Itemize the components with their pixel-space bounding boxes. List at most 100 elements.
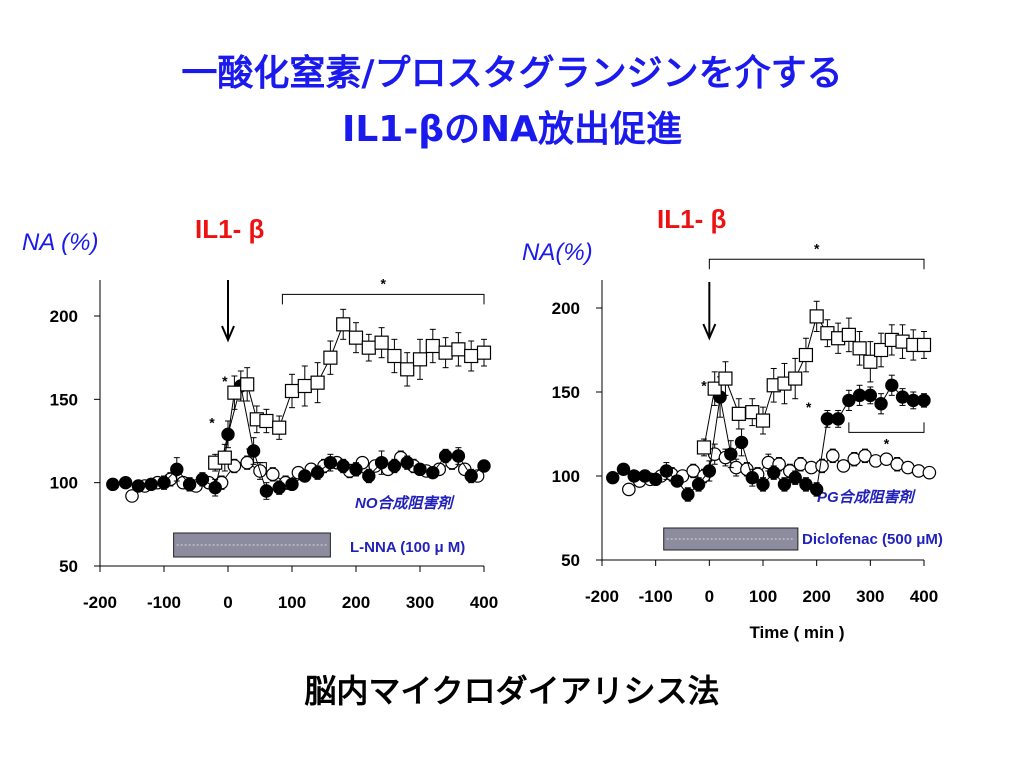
data-point-open-square: [361, 340, 376, 355]
data-point-filled-circle: [724, 447, 738, 461]
data-point-open-square: [240, 377, 255, 392]
data-point-open-square: [451, 342, 466, 357]
data-point-open-square: [873, 342, 889, 358]
x-tick-label: -100: [147, 593, 181, 612]
data-point-filled-circle: [788, 470, 802, 485]
data-point-filled-circle: [118, 475, 133, 490]
x-tick-label: -200: [83, 593, 117, 612]
data-point-open-square: [718, 371, 733, 386]
data-point-open-circle: [125, 489, 139, 503]
data-point-filled-circle: [670, 474, 684, 488]
data-point-open-square: [310, 375, 325, 390]
slide-title-line2: IL1-βのNA放出促進: [341, 109, 683, 150]
data-point-filled-circle: [451, 449, 466, 463]
data-point-open-square: [809, 309, 824, 324]
data-point-filled-circle: [170, 462, 184, 477]
data-point-filled-circle: [777, 477, 792, 492]
y-axis-label: NA(%): [522, 239, 593, 266]
x-tick-label: -200: [585, 587, 619, 606]
data-point-filled-circle: [310, 465, 325, 480]
data-point-filled-circle: [831, 412, 845, 426]
x-tick-label: 200: [342, 593, 370, 612]
data-point-open-square: [707, 381, 722, 396]
data-point-filled-circle: [477, 459, 491, 473]
point-significance-star: *: [701, 377, 707, 393]
data-point-filled-circle: [374, 455, 389, 470]
y-tick-label: 150: [50, 390, 78, 409]
x-axis-label: Time ( min ): [749, 623, 844, 642]
data-point-open-circle: [825, 449, 840, 463]
data-point-open-square: [798, 347, 814, 363]
significance-star: *: [884, 435, 890, 451]
data-point-open-square: [259, 413, 274, 429]
data-point-filled-circle: [438, 449, 453, 463]
point-significance-star: *: [222, 373, 228, 389]
data-point-filled-circle: [157, 475, 171, 490]
data-point-filled-circle: [400, 455, 414, 470]
data-point-open-circle: [622, 482, 636, 497]
data-point-filled-circle: [426, 465, 440, 480]
data-point-open-circle: [240, 455, 254, 470]
x-tick-label: 200: [802, 587, 830, 606]
data-point-open-square: [272, 420, 287, 435]
data-point-open-square: [323, 350, 338, 365]
data-point-open-square: [284, 383, 300, 399]
data-point-filled-circle: [464, 469, 478, 483]
y-tick-label: 200: [552, 299, 580, 318]
data-point-open-square: [297, 378, 312, 394]
significance-bracket: [281, 293, 485, 305]
series-line-open-square: [214, 323, 485, 464]
data-point-open-square: [788, 371, 803, 386]
data-point-open-circle: [922, 465, 937, 480]
data-point-filled-circle: [702, 464, 717, 478]
data-point-filled-circle: [195, 472, 210, 487]
stimulus-label: IL1- β: [657, 204, 726, 234]
data-point-filled-circle: [259, 484, 274, 498]
data-point-open-square: [696, 440, 712, 455]
series-annotation: NO合成阻害剤: [355, 494, 456, 512]
data-point-filled-circle: [681, 487, 695, 502]
data-point-open-circle: [836, 459, 851, 473]
method-caption: 脳内マイクロダイアリシス法: [304, 672, 720, 710]
data-point-open-square: [841, 327, 856, 342]
data-point-filled-circle: [842, 393, 856, 408]
slide-title-line1: 一酸化窒素/プロスタグランジンを介する: [181, 53, 843, 94]
data-point-filled-circle: [106, 477, 120, 492]
data-point-open-square: [755, 413, 771, 428]
data-point-filled-circle: [734, 435, 749, 450]
x-tick-label: 0: [223, 593, 232, 612]
data-point-filled-circle: [362, 469, 376, 483]
x-tick-label: 100: [278, 593, 306, 612]
data-point-filled-circle: [208, 480, 222, 495]
treatment-bar-label: Diclofenac (500 μM): [802, 531, 943, 548]
data-point-open-square: [400, 362, 415, 377]
data-point-open-square: [476, 345, 492, 360]
data-point-filled-circle: [745, 470, 759, 485]
data-point-filled-circle: [691, 477, 706, 492]
data-point-filled-circle: [767, 465, 781, 480]
left-chart: 50 100 150 200 -200 -100 0 100 200 300 400 NA (%) IL…: [22, 214, 498, 612]
data-point-filled-circle: [323, 455, 338, 470]
x-tick-label: 400: [910, 587, 938, 606]
data-point-filled-circle: [885, 378, 899, 392]
data-point-open-circle: [815, 459, 829, 473]
point-significance-star: *: [209, 415, 215, 431]
data-point-filled-circle: [799, 477, 813, 492]
x-tick-label: 300: [406, 593, 434, 612]
data-point-open-square: [387, 348, 402, 364]
stimulus-arrow-head: [702, 323, 717, 341]
data-point-filled-circle: [182, 477, 197, 492]
data-point-filled-circle: [606, 470, 620, 485]
treatment-bar: [173, 532, 331, 558]
data-point-filled-circle: [144, 477, 158, 492]
data-point-filled-circle: [131, 479, 146, 493]
data-point-open-circle: [265, 467, 280, 482]
stimulus-arrow-head: [221, 325, 235, 343]
data-point-open-square: [217, 450, 232, 465]
data-point-filled-circle: [917, 393, 931, 408]
data-point-filled-circle: [659, 464, 674, 478]
data-point-filled-circle: [874, 397, 888, 411]
data-point-open-square: [464, 348, 479, 364]
treatment-bar-label: L-NNA (100 μ M): [350, 539, 465, 556]
y-tick-label: 50: [561, 551, 580, 570]
